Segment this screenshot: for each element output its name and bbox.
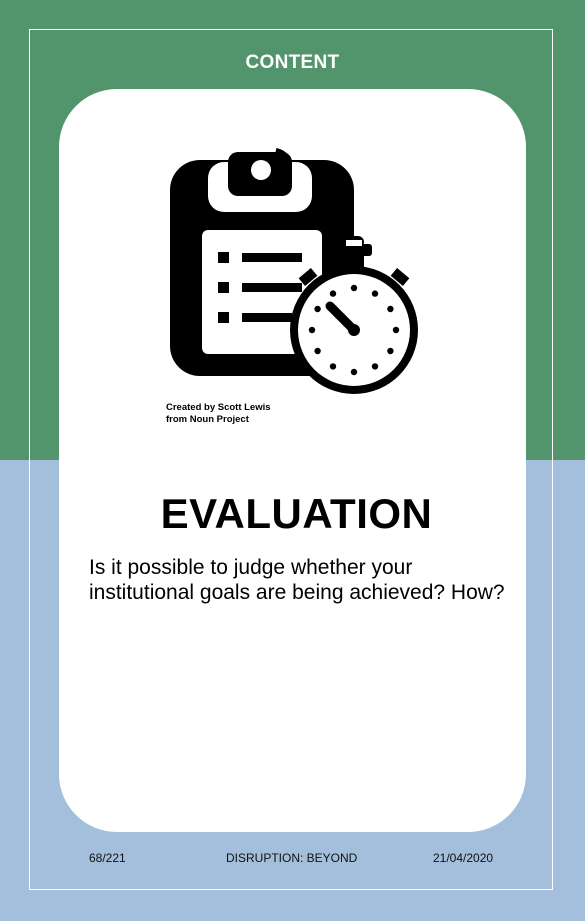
card-border-frame <box>29 29 553 890</box>
card-question: Is it possible to judge whether your ins… <box>89 556 505 604</box>
footer-date: 21/04/2020 <box>433 851 494 865</box>
footer-deck-name: DISRUPTION: BEYOND <box>226 851 358 865</box>
footer-page-number: 68/221 <box>89 851 126 865</box>
icon-credit: Created by Scott Lewis from Noun Project <box>166 402 271 425</box>
category-label: CONTENT <box>245 52 340 73</box>
clipboard-stopwatch-icon <box>168 148 418 400</box>
icon-credit-line2: from Noun Project <box>166 413 249 425</box>
card-title: EVALUATION <box>160 490 433 537</box>
icon-credit-line1: Created by Scott Lewis <box>166 402 271 413</box>
